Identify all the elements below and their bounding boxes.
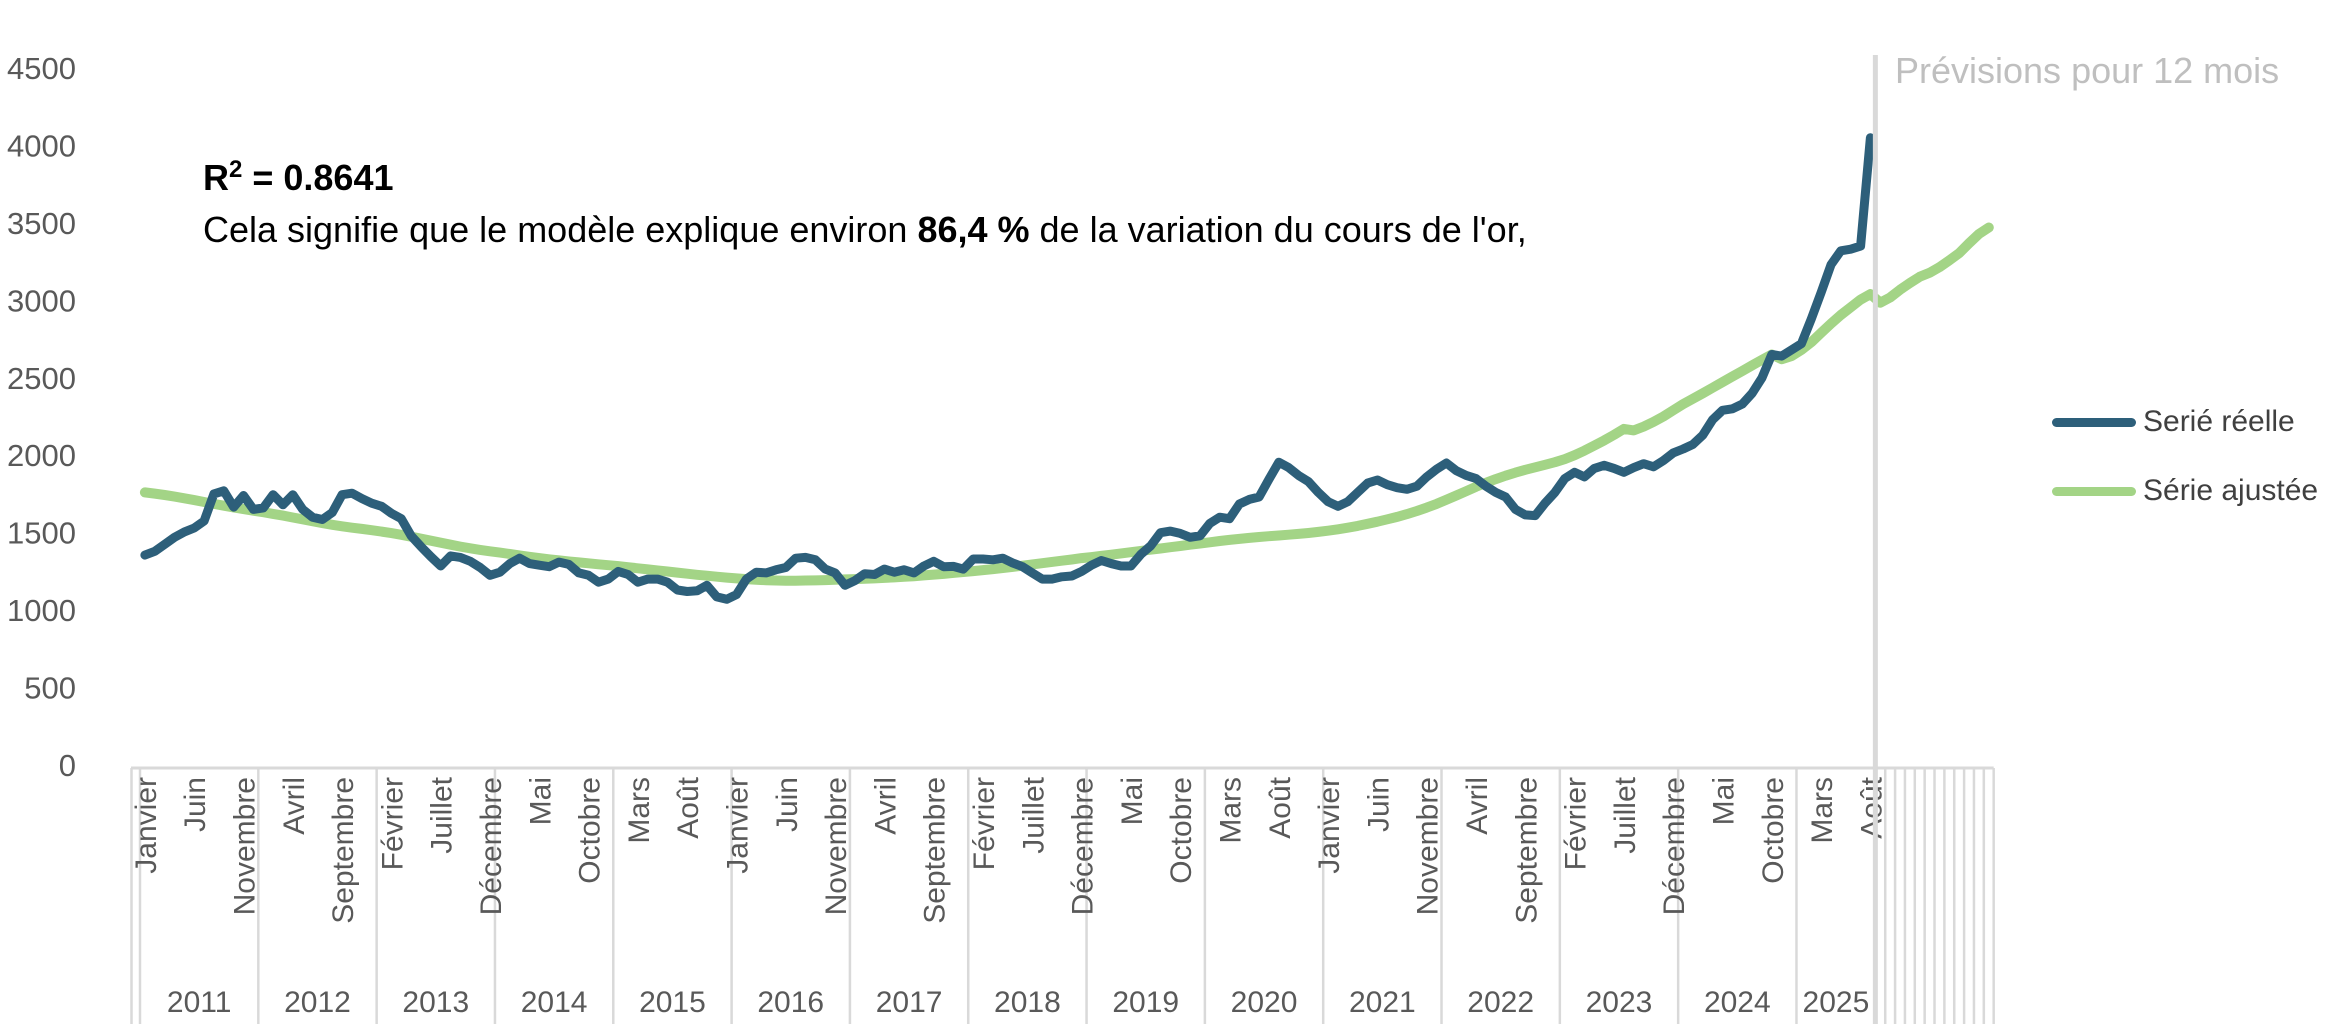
x-axis-year-label: 2014 xyxy=(521,986,588,1019)
y-axis-tick-label: 500 xyxy=(24,671,76,706)
x-axis-month-label: Juin xyxy=(179,777,212,832)
x-axis-month-label: Juin xyxy=(1362,777,1395,832)
x-axis-month-label: Août xyxy=(1855,776,1888,838)
x-axis-year-label: 2025 xyxy=(1803,986,1870,1019)
x-axis-month-label: Janvier xyxy=(130,777,163,874)
legend-label-fitted: Série ajustée xyxy=(2143,474,2319,507)
y-axis-tick-label: 2500 xyxy=(7,361,76,396)
x-axis-month-label: Avril xyxy=(1461,777,1494,835)
y-axis-tick-label: 4000 xyxy=(7,128,76,163)
r2-symbol: R xyxy=(203,157,229,198)
x-axis-year-label: 2024 xyxy=(1704,986,1771,1019)
x-axis-month-label: Juillet xyxy=(1017,776,1050,853)
x-axis-month-label: Février xyxy=(968,777,1001,870)
x-axis-month-label: Septembre xyxy=(1510,777,1543,924)
x-axis-month-label: Mai xyxy=(1708,777,1741,825)
legend-entry-fitted: Série ajustée xyxy=(2052,473,2318,509)
x-axis-month-label: Décembre xyxy=(1067,777,1100,915)
x-axis-month-label: Septembre xyxy=(327,777,360,924)
series-line-fitted xyxy=(139,222,1994,586)
y-axis-tick-label: 1500 xyxy=(7,516,76,551)
x-axis-month-label: Novembre xyxy=(229,777,262,915)
y-axis-tick-label: 1000 xyxy=(7,593,76,628)
legend-entry-actual: Serié réelle xyxy=(2052,404,2318,440)
x-axis-month-label: Janvier xyxy=(722,777,755,874)
x-axis-month-label: Février xyxy=(1560,777,1593,870)
x-axis-month-label: Mai xyxy=(1116,777,1149,825)
forecast-region-label: Prévisions pour 12 mois xyxy=(1895,50,2280,91)
x-axis-year-label: 2016 xyxy=(757,986,824,1019)
r2-value-line: R2 = 0.8641 xyxy=(203,152,1527,204)
x-axis-month-label: Octobre xyxy=(1165,777,1198,884)
x-axis-year-label: 2015 xyxy=(639,986,706,1019)
x-axis-month-label: Janvier xyxy=(1313,777,1346,874)
x-axis-month-label: Octobre xyxy=(1757,777,1790,884)
x-axis-year-label: 2021 xyxy=(1349,986,1416,1019)
x-axis-year-label: 2020 xyxy=(1231,986,1298,1019)
x-axis-year-label: 2023 xyxy=(1586,986,1653,1019)
y-axis-tick-label: 3000 xyxy=(7,283,76,318)
x-axis-month-label: Novembre xyxy=(1412,777,1445,915)
x-axis-month-label: Octobre xyxy=(574,777,607,884)
legend-swatch-fitted-icon xyxy=(2052,486,2136,496)
series-line-actual xyxy=(140,133,1875,604)
y-axis-tick-label: 4500 xyxy=(7,51,76,86)
r2-explanation-line: Cela signifie que le modèle explique env… xyxy=(203,204,1527,256)
legend-label-actual: Serié réelle xyxy=(2143,405,2295,438)
r2-value: = 0.8641 xyxy=(242,157,394,198)
x-axis-month-label: Avril xyxy=(278,777,311,835)
x-axis-month-label: Juillet xyxy=(1609,776,1642,853)
explanation-pre: Cela signifie que le modèle explique env… xyxy=(203,209,918,250)
chart-legend: Serié réelle Série ajustée xyxy=(2052,404,2318,542)
explanation-post: de la variation du cours de l'or, xyxy=(1029,209,1527,250)
x-axis-month-label: Juin xyxy=(771,777,804,832)
y-axis-tick-label: 3500 xyxy=(7,206,76,241)
x-axis-year-label: 2012 xyxy=(284,986,351,1019)
x-axis-month-label: Août xyxy=(1264,776,1297,838)
x-axis-year-label: 2018 xyxy=(994,986,1061,1019)
x-axis-month-label: Septembre xyxy=(919,777,952,924)
x-axis-month-label: Décembre xyxy=(475,777,508,915)
x-axis-year-label: 2022 xyxy=(1467,986,1534,1019)
x-axis-month-label: Novembre xyxy=(820,777,853,915)
r2-annotation: R2 = 0.8641 Cela signifie que le modèle … xyxy=(203,152,1527,256)
x-axis-month-label: Mars xyxy=(623,777,656,844)
x-axis-month-label: Mars xyxy=(1806,777,1839,844)
x-axis-year-label: 2019 xyxy=(1112,986,1179,1019)
y-axis-tick-label: 2000 xyxy=(7,438,76,473)
y-axis-tick-label: 0 xyxy=(59,748,76,783)
x-axis-month-label: Février xyxy=(376,777,409,870)
x-axis-month-label: Août xyxy=(672,776,705,838)
x-axis-year-label: 2017 xyxy=(876,986,943,1019)
x-axis-year-label: 2011 xyxy=(167,986,232,1019)
explanation-percentage: 86,4 % xyxy=(917,209,1030,250)
x-axis-month-label: Mai xyxy=(524,777,557,825)
x-axis-month-label: Décembre xyxy=(1658,777,1691,915)
x-axis-year-label: 2013 xyxy=(402,986,469,1019)
x-axis-month-label: Juillet xyxy=(426,776,459,853)
x-axis-month-label: Avril xyxy=(869,777,902,835)
r2-exponent: 2 xyxy=(229,156,243,183)
x-axis-month-label: Mars xyxy=(1215,777,1248,844)
legend-swatch-actual-icon xyxy=(2052,417,2136,427)
